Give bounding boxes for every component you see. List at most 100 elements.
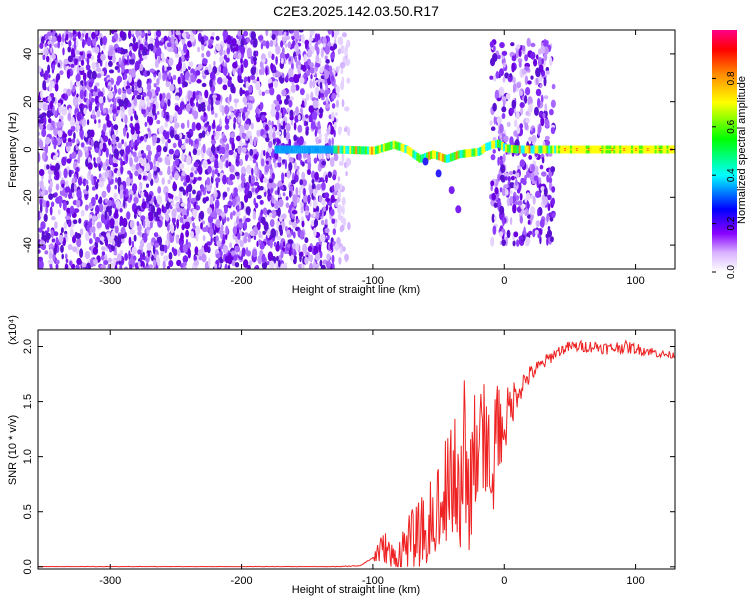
noise-blob <box>214 168 219 175</box>
noise-blob <box>61 253 64 260</box>
noise-blob <box>502 76 506 83</box>
noise-blob <box>221 238 226 245</box>
noise-blob <box>289 156 294 164</box>
noise-blob <box>126 88 132 95</box>
noise-blob <box>544 46 549 55</box>
noise-blob <box>82 178 87 187</box>
noise-blob <box>98 96 104 104</box>
noise-blob <box>208 257 211 267</box>
noise-blob <box>311 111 318 120</box>
noise-blob <box>319 209 323 217</box>
noise-blob <box>140 32 147 37</box>
noise-blob <box>137 249 142 255</box>
noise-blob <box>86 57 90 66</box>
noise-blob <box>219 102 222 113</box>
noise-blob <box>125 153 129 161</box>
noise-blob <box>295 242 299 252</box>
noise-blob <box>188 61 194 68</box>
noise-blob <box>195 194 201 201</box>
noise-blob <box>108 69 115 74</box>
noise-blob <box>161 37 164 43</box>
noise-blob <box>339 183 343 191</box>
noise-blob <box>291 34 295 41</box>
noise-blob <box>506 121 511 127</box>
noise-blob <box>165 114 169 120</box>
noise-blob <box>91 70 97 80</box>
noise-blob <box>161 177 165 185</box>
noise-blob <box>195 122 202 131</box>
noise-blob <box>530 42 536 48</box>
noise-blob <box>276 241 280 246</box>
noise-blob <box>205 225 209 232</box>
noise-blob <box>96 213 101 219</box>
noise-blob <box>168 252 173 260</box>
noise-blob <box>512 170 516 175</box>
noise-blob <box>239 158 244 167</box>
noise-blob <box>263 150 266 157</box>
noise-blob <box>160 250 164 256</box>
noise-blob <box>515 44 521 49</box>
noise-blob <box>65 144 71 153</box>
noise-blob <box>195 70 201 76</box>
noise-blob <box>311 219 315 227</box>
noise-blob <box>88 202 92 209</box>
noise-blob <box>157 55 161 64</box>
noise-blob <box>297 124 303 133</box>
noise-blob <box>129 194 133 201</box>
carrier-track-cell <box>359 146 363 155</box>
noise-blob <box>108 236 114 244</box>
noise-blob <box>224 263 228 269</box>
noise-blob <box>324 218 328 225</box>
noise-blob <box>140 215 146 221</box>
noise-blob <box>75 50 81 55</box>
noise-blob <box>288 57 291 62</box>
noise-blob <box>88 169 91 177</box>
noise-blob <box>143 55 148 60</box>
noise-blob <box>249 148 254 156</box>
noise-blob <box>489 75 494 80</box>
noise-blob <box>129 220 135 229</box>
noise-blob <box>150 43 154 52</box>
noise-blob <box>124 59 129 64</box>
noise-blob <box>246 47 252 58</box>
noise-blob <box>115 177 118 183</box>
carrier-track-cell <box>514 145 518 154</box>
noise-blob <box>338 160 344 166</box>
noise-blob <box>240 57 243 64</box>
noise-blob <box>108 60 113 67</box>
noise-blob <box>144 191 149 198</box>
noise-blob <box>207 104 211 112</box>
noise-blob <box>278 224 283 233</box>
noise-blob <box>189 34 195 43</box>
noise-blob <box>286 107 290 113</box>
carrier-track-cell <box>426 152 430 161</box>
noise-blob <box>91 61 97 70</box>
noise-blob <box>294 55 298 63</box>
noise-blob <box>200 185 205 192</box>
noise-blob <box>117 68 121 73</box>
noise-blob <box>234 262 240 268</box>
noise-blob <box>499 155 503 161</box>
noise-blob <box>277 157 281 163</box>
noise-blob <box>242 113 246 121</box>
noise-blob <box>492 102 497 112</box>
noise-blob <box>159 216 164 221</box>
noise-blob <box>107 257 112 263</box>
noise-blob <box>291 210 298 215</box>
noise-blob <box>200 222 203 230</box>
noise-blob <box>270 228 277 239</box>
noise-blob <box>529 103 533 111</box>
carrier-track-cell <box>530 145 534 154</box>
noise-blob <box>291 242 296 250</box>
noise-blob <box>344 106 350 112</box>
noise-blob <box>41 230 45 241</box>
noise-blob <box>155 30 162 38</box>
carrier-track-cell <box>396 142 400 151</box>
noise-blob <box>73 132 76 140</box>
noise-blob <box>285 95 290 100</box>
colorbar-gradient <box>712 30 737 272</box>
carrier-track-cell <box>493 140 497 149</box>
noise-blob <box>192 148 198 156</box>
noise-blob <box>115 80 120 86</box>
noise-blob <box>180 232 184 242</box>
